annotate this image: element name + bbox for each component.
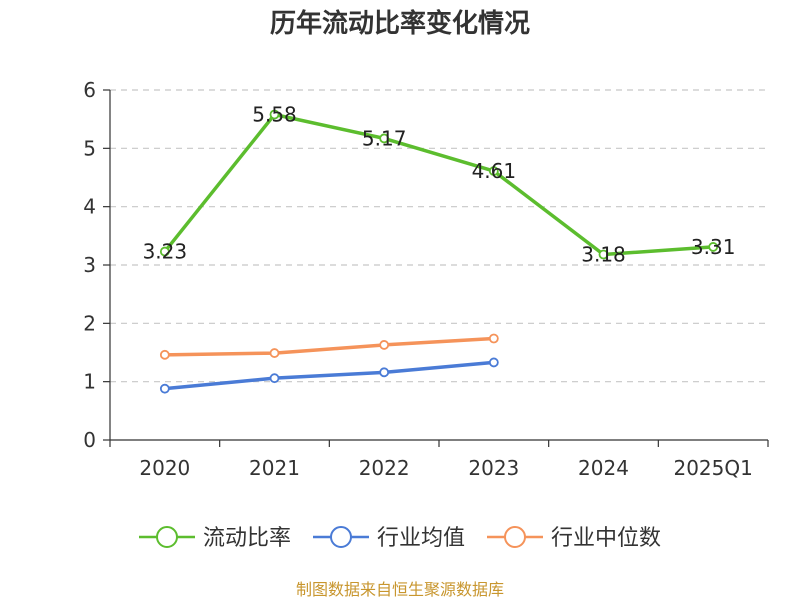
data-label: 3.31	[691, 235, 736, 259]
source-note: 制图数据来自恒生聚源数据库	[296, 580, 504, 599]
data-point	[598, 249, 609, 260]
data-point	[159, 349, 170, 360]
y-tick-label: 1	[83, 370, 96, 394]
data-label: 3.23	[143, 240, 188, 264]
chart-title: 历年流动比率变化情况	[270, 8, 530, 39]
legend-marker	[330, 526, 352, 548]
data-point	[159, 383, 170, 394]
y-tick-label: 4	[83, 195, 96, 219]
data-point	[488, 166, 499, 176]
legend-label: 流动比率	[203, 526, 291, 551]
data-label: 5.58	[252, 103, 297, 127]
y-tick-label: 5	[83, 136, 96, 160]
data-point	[379, 367, 390, 378]
legend: 流动比率 行业均值 行业中位数	[139, 526, 661, 551]
data-point	[379, 133, 390, 144]
series-line-1	[163, 360, 496, 391]
series-line-0	[163, 112, 715, 257]
x-tick-label: 2025Q1	[673, 456, 752, 480]
x-tick-label: 2020	[139, 456, 190, 480]
series-line-2	[163, 336, 496, 357]
data-labels: 3.23 5.58 5.17 4.61 3.18 3.31	[143, 103, 736, 267]
legend-label: 行业均值	[377, 526, 465, 551]
legend-marker	[504, 526, 526, 548]
series-lines	[159, 109, 719, 394]
grid-lines	[110, 89, 768, 383]
data-label: 5.17	[362, 126, 407, 150]
data-point	[269, 373, 280, 384]
data-label: 3.18	[581, 243, 626, 267]
x-tick-label: 2021	[249, 456, 300, 480]
data-point	[488, 357, 499, 368]
legend-marker	[156, 526, 178, 548]
y-tick-label: 3	[83, 253, 96, 277]
data-point	[708, 242, 719, 252]
data-point	[488, 333, 499, 344]
data-point	[159, 246, 170, 257]
data-point	[379, 340, 390, 350]
y-tick-label: 6	[83, 78, 96, 102]
x-tick-label: 2023	[468, 456, 519, 480]
legend-label: 行业中位数	[551, 526, 661, 551]
axes: 0 1 2 3 4 5 6 2020 2021 2022 2023 2024 2025Q1	[83, 78, 769, 480]
y-tick-label: 0	[83, 428, 96, 452]
x-tick-label: 2024	[578, 456, 629, 480]
data-point	[269, 348, 280, 358]
data-point	[269, 109, 280, 120]
y-tick-label: 2	[83, 311, 96, 335]
data-label: 4.61	[472, 159, 517, 183]
x-tick-label: 2022	[359, 456, 410, 480]
